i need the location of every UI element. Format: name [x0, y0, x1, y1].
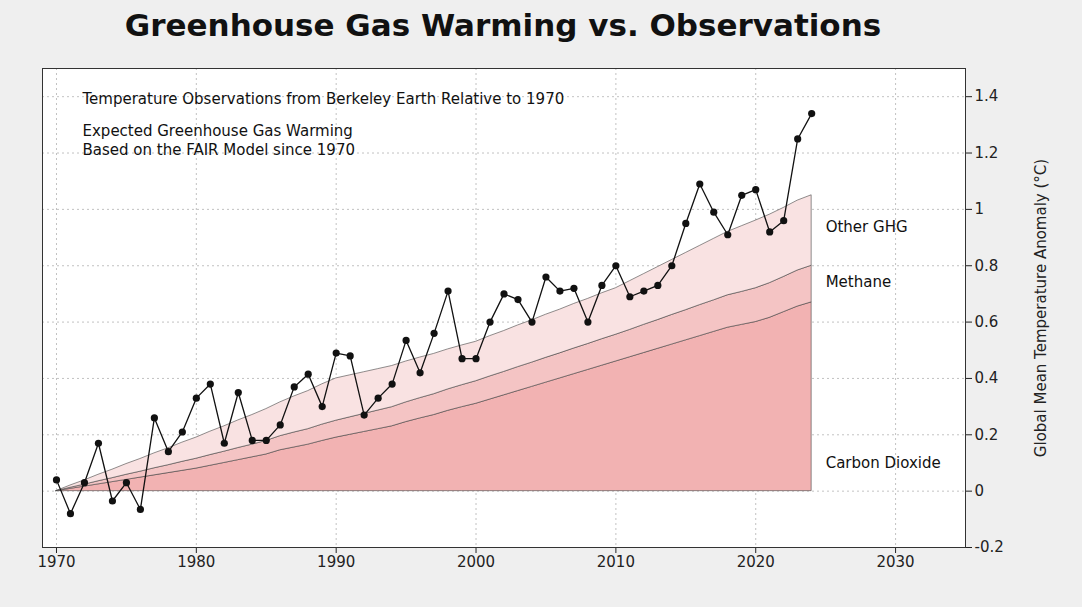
svg-text:Global Mean Temperature Anomal: Global Mean Temperature Anomaly (°C) [1032, 159, 1050, 457]
svg-text:Expected Greenhouse Gas Warmin: Expected Greenhouse Gas WarmingBased on … [83, 122, 356, 159]
svg-text:1990: 1990 [317, 553, 355, 571]
svg-text:1.2: 1.2 [975, 144, 999, 162]
svg-text:0.4: 0.4 [975, 369, 999, 387]
svg-text:0.6: 0.6 [975, 313, 999, 331]
svg-text:0: 0 [975, 482, 985, 500]
svg-text:Carbon Dioxide: Carbon Dioxide [826, 454, 941, 472]
svg-text:2030: 2030 [876, 553, 914, 571]
svg-text:1980: 1980 [177, 553, 215, 571]
svg-text:2000: 2000 [457, 553, 495, 571]
html-text:Greenhouse Gas Warming vs. Obs: Greenhouse Gas Warming vs. Observations [124, 7, 882, 43]
svg-text:0.8: 0.8 [975, 257, 999, 275]
svg-text:2020: 2020 [737, 553, 775, 571]
svg-text:Methane: Methane [826, 273, 892, 291]
svg-text:1: 1 [975, 200, 985, 218]
svg-text:0.2: 0.2 [975, 426, 999, 444]
svg-text:Other GHG: Other GHG [826, 218, 908, 236]
svg-text:-0.2: -0.2 [975, 538, 1004, 556]
svg-text:Temperature Observations from: Temperature Observations from Berkeley E… [82, 90, 565, 108]
svg-text:2010: 2010 [597, 553, 635, 571]
svg-text:1.4: 1.4 [975, 87, 999, 105]
svg-text:1970: 1970 [37, 553, 75, 571]
